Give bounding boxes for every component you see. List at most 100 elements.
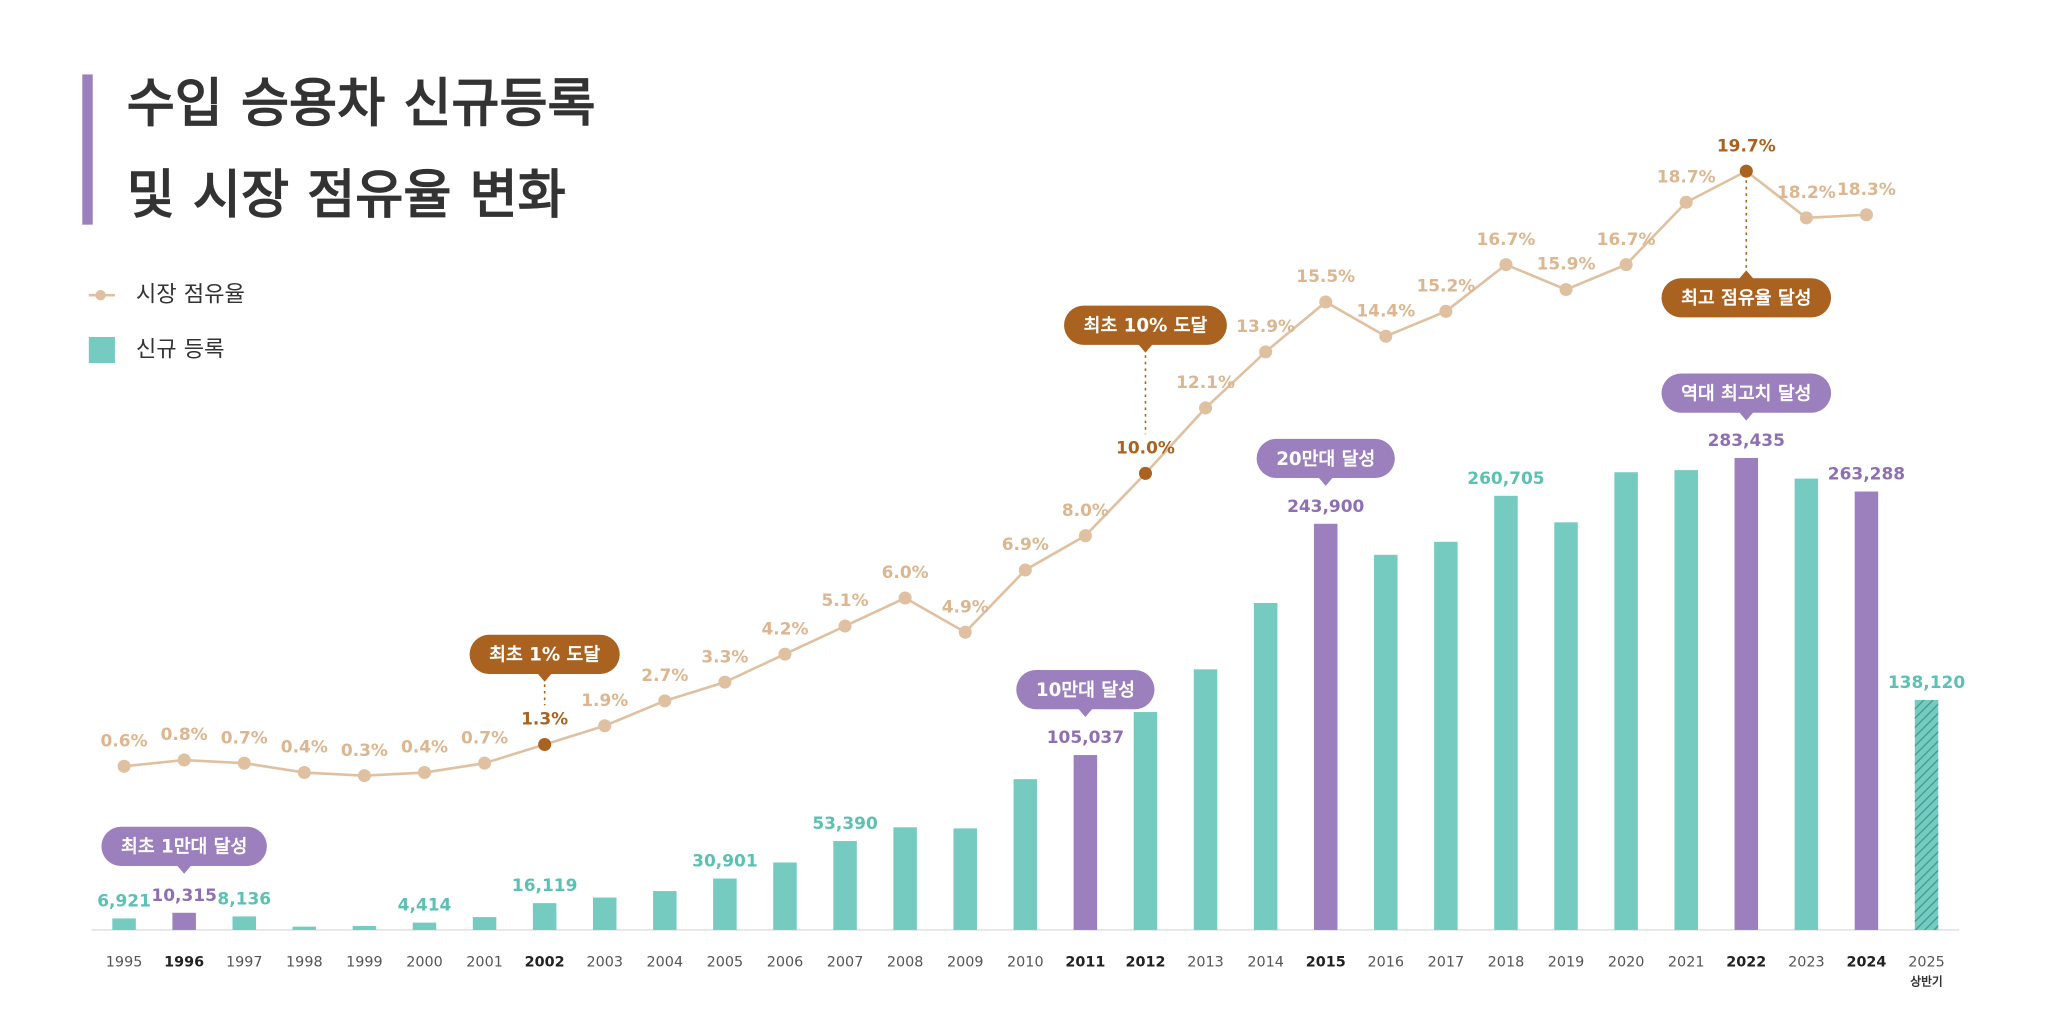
x-tick-label: 2021 (1668, 955, 1705, 971)
bar (1614, 472, 1638, 930)
annotation-pointer (1137, 343, 1154, 353)
share-value-label: 12.1% (1176, 373, 1235, 393)
x-tick-label: 2025 (1908, 955, 1945, 971)
bar-value-label: 6,921 (97, 891, 151, 911)
bar (1494, 495, 1518, 930)
annotation-text: 최초 10% 도달 (1084, 316, 1208, 337)
annotation-pointer (1738, 270, 1755, 280)
annotation-pointer (536, 672, 553, 682)
annotation-box (1256, 438, 1395, 479)
bar (532, 903, 557, 930)
share-point (958, 625, 972, 639)
share-line (123, 169, 1867, 777)
share-point (1379, 329, 1393, 343)
bar (232, 916, 256, 930)
annotation: 최고 점유율 달성 (1661, 270, 1832, 318)
chart-title: 및 시장 점유율 변화 (127, 166, 566, 226)
annotation-pointer (1738, 411, 1755, 421)
x-tick-label: 1997 (226, 955, 263, 971)
share-point (117, 759, 131, 773)
share-point (417, 765, 432, 780)
bar (592, 897, 617, 930)
annotation: 역대 최고치 달성 (1661, 373, 1832, 421)
bar (1794, 478, 1819, 930)
bar (1674, 470, 1698, 930)
share-value-label: 10.0% (1116, 439, 1175, 459)
share-point (1799, 211, 1813, 225)
x-tick-label: 2011 (1065, 955, 1105, 971)
annotation: 20만대 달성 (1256, 438, 1395, 486)
share-value-label: 18.2% (1777, 183, 1836, 203)
share-value-label: 6.9% (1002, 535, 1049, 555)
bar (1434, 541, 1458, 930)
share-value-label: 15.9% (1537, 255, 1596, 275)
share-point (1619, 258, 1633, 272)
x-sub-label: 상반기 (1910, 975, 1942, 989)
share-point (1138, 466, 1152, 480)
bar (773, 862, 797, 930)
annotation: 10만대 달성 (1016, 670, 1155, 718)
share-value-label: 3.3% (701, 647, 748, 667)
bar-value-label: 260,705 (1467, 469, 1544, 489)
bar (1133, 712, 1158, 930)
share-point (1499, 258, 1513, 272)
annotation-pointer (1317, 476, 1334, 486)
x-tick-label: 1999 (346, 955, 383, 971)
share-point (718, 675, 732, 689)
annotation: 최초 10% 도달 (1064, 305, 1227, 353)
x-tick-label: 1995 (106, 955, 143, 971)
share-value-label: 0.7% (461, 728, 508, 748)
x-tick-label: 2014 (1247, 955, 1284, 971)
x-tick-label: 2016 (1368, 955, 1405, 971)
bar-value-label: 30,901 (692, 852, 757, 872)
bar (953, 828, 977, 930)
share-point (1199, 401, 1213, 415)
share-value-label: 5.1% (822, 591, 869, 611)
share-point (1078, 529, 1092, 543)
share-value-label: 2.7% (641, 666, 688, 686)
annotation-box (1016, 670, 1155, 710)
annotation-box (1661, 373, 1832, 413)
annotation-pointer (176, 864, 192, 874)
share-point (237, 756, 251, 770)
share-point (177, 753, 191, 767)
x-tick-label: 2019 (1548, 955, 1585, 971)
bar-value-label: 263,288 (1828, 465, 1905, 485)
legend-swatch (95, 289, 106, 301)
share-point (1018, 563, 1032, 577)
annotation-box (101, 826, 267, 866)
share-value-label: 0.6% (101, 731, 148, 751)
share-point (1439, 304, 1453, 318)
share-value-label: 13.9% (1236, 317, 1295, 337)
bar (1013, 779, 1038, 930)
bar-value-label: 138,120 (1888, 673, 1965, 693)
legend-label: 시장 점유율 (136, 282, 245, 308)
share-value-label: 16.7% (1597, 230, 1656, 250)
bar-value-label: 243,900 (1287, 497, 1364, 517)
bar (1313, 523, 1338, 930)
bar (352, 925, 377, 930)
bar-value-label: 283,435 (1708, 431, 1785, 451)
x-tick-label: 2012 (1125, 955, 1165, 971)
x-tick-label: 2005 (707, 955, 744, 971)
bar (1193, 669, 1218, 930)
bar (472, 917, 497, 930)
x-tick-label: 2009 (947, 955, 984, 971)
annotation-box (469, 634, 620, 674)
bar-value-label: 16,119 (512, 876, 577, 896)
legend-label: 신규 등록 (136, 337, 225, 363)
x-tick-label: 2022 (1726, 955, 1766, 971)
share-value-label: 0.3% (341, 741, 388, 761)
bar (713, 878, 737, 930)
x-tick-label: 2023 (1788, 955, 1825, 971)
share-point (297, 765, 311, 780)
bar (1374, 554, 1398, 930)
x-tick-label: 2008 (887, 955, 924, 971)
x-tick-label: 2015 (1306, 955, 1346, 971)
x-tick-label: 2017 (1428, 955, 1465, 971)
share-value-label: 4.2% (761, 619, 808, 639)
bar (1554, 522, 1578, 930)
share-value-label: 16.7% (1477, 230, 1536, 250)
bar (292, 926, 317, 930)
annotation: 최초 1만대 달성 (101, 826, 267, 874)
